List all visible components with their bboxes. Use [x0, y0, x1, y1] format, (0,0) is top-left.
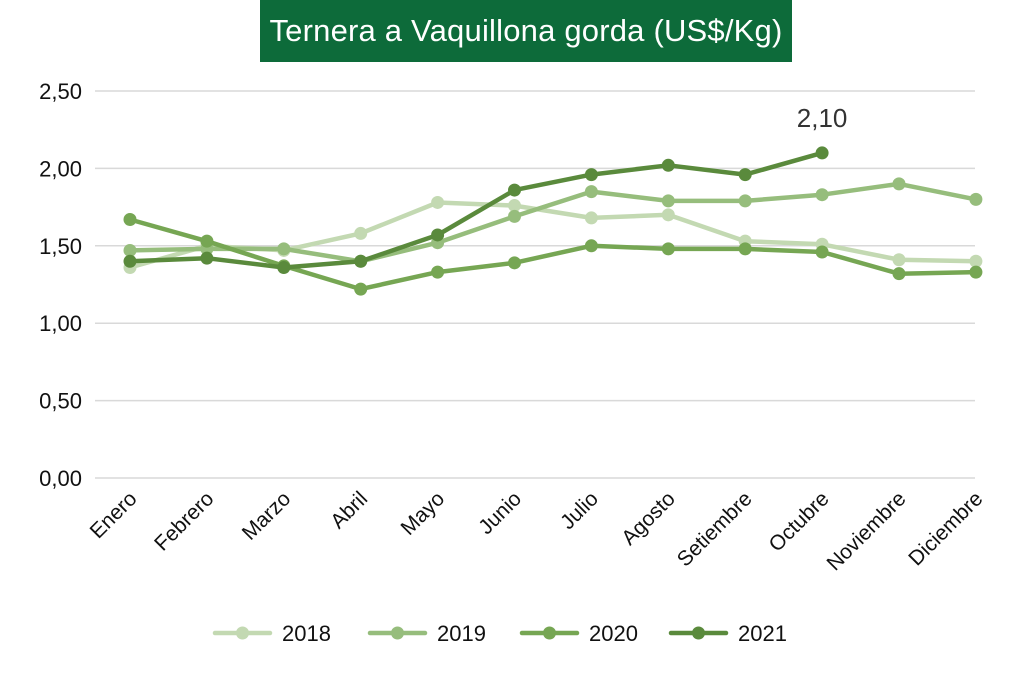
legend-marker — [391, 626, 404, 640]
data-point-2021 — [815, 146, 829, 160]
legend-marker — [236, 626, 249, 640]
data-point-2020 — [815, 245, 829, 259]
legend-label: 2019 — [437, 621, 486, 646]
data-point-2021 — [277, 260, 291, 274]
y-tick-label: 0,50 — [39, 389, 82, 414]
data-point-2020 — [584, 239, 598, 253]
data-point-2021 — [123, 254, 137, 268]
x-tick-label: Diciembre — [904, 487, 987, 570]
chart-title: Ternera a Vaquillona gorda (US$/Kg) — [269, 13, 783, 48]
data-point-2019 — [508, 209, 521, 223]
data-point-2021 — [584, 168, 598, 182]
y-tick-label: 2,00 — [39, 156, 82, 181]
data-point-2020 — [969, 265, 983, 279]
x-tick-label: Marzo — [238, 487, 296, 545]
chart-title-banner: Ternera a Vaquillona gorda (US$/Kg) — [260, 0, 792, 62]
data-point-2019 — [661, 194, 675, 208]
data-point-2020 — [354, 282, 368, 296]
data-point-2021 — [738, 168, 752, 182]
data-point-2018 — [892, 253, 906, 267]
x-tick-label: Julio — [556, 487, 603, 534]
data-point-2018 — [661, 208, 675, 222]
legend-label: 2021 — [738, 621, 787, 646]
y-tick-label: 1,00 — [39, 311, 82, 336]
x-tick-label: Abril — [326, 487, 372, 533]
data-point-2020 — [738, 242, 752, 256]
series-line-2019 — [127, 181, 979, 264]
data-point-2019 — [815, 188, 829, 202]
data-point-2021 — [200, 251, 214, 265]
y-tick-label: 1,50 — [39, 234, 82, 259]
y-tick-label: 2,50 — [39, 79, 82, 104]
legend-marker — [692, 626, 705, 640]
x-tick-label: Febrero — [150, 487, 218, 555]
x-tick-label: Setiembre — [673, 487, 757, 571]
data-point-2019 — [892, 177, 906, 191]
series-line-2020 — [127, 217, 979, 292]
data-point-2021 — [354, 254, 368, 268]
data-point-2018 — [969, 254, 983, 268]
data-point-2020 — [661, 242, 675, 256]
x-tick-label: Octubre — [765, 487, 834, 556]
data-point-2020 — [508, 256, 521, 270]
data-label: 2,10 — [797, 103, 848, 133]
legend-label: 2018 — [282, 621, 331, 646]
data-point-2019 — [969, 192, 983, 206]
legend-label: 2020 — [589, 621, 638, 646]
x-tick-label: Enero — [86, 487, 142, 543]
data-point-2020 — [431, 265, 445, 279]
x-tick-label: Noviembre — [822, 487, 910, 575]
data-point-2020 — [200, 234, 214, 248]
x-tick-label: Junio — [474, 487, 526, 539]
legend-marker — [543, 626, 556, 640]
data-point-2018 — [431, 195, 445, 209]
data-point-2019 — [277, 242, 291, 256]
data-point-2020 — [123, 212, 137, 226]
data-point-2019 — [123, 243, 137, 257]
data-point-2018 — [584, 211, 598, 225]
data-point-2021 — [508, 183, 521, 197]
data-point-2021 — [431, 228, 445, 242]
data-point-2019 — [584, 185, 598, 199]
data-point-2021 — [661, 158, 675, 172]
data-point-2018 — [508, 199, 521, 213]
y-tick-label: 0,00 — [39, 466, 82, 491]
x-tick-label: Agosto — [617, 487, 680, 550]
data-point-2019 — [738, 194, 752, 208]
series-line-2021 — [127, 150, 825, 270]
data-point-2018 — [354, 226, 368, 240]
data-point-2020 — [892, 267, 906, 281]
x-tick-label: Mayo — [397, 487, 450, 540]
